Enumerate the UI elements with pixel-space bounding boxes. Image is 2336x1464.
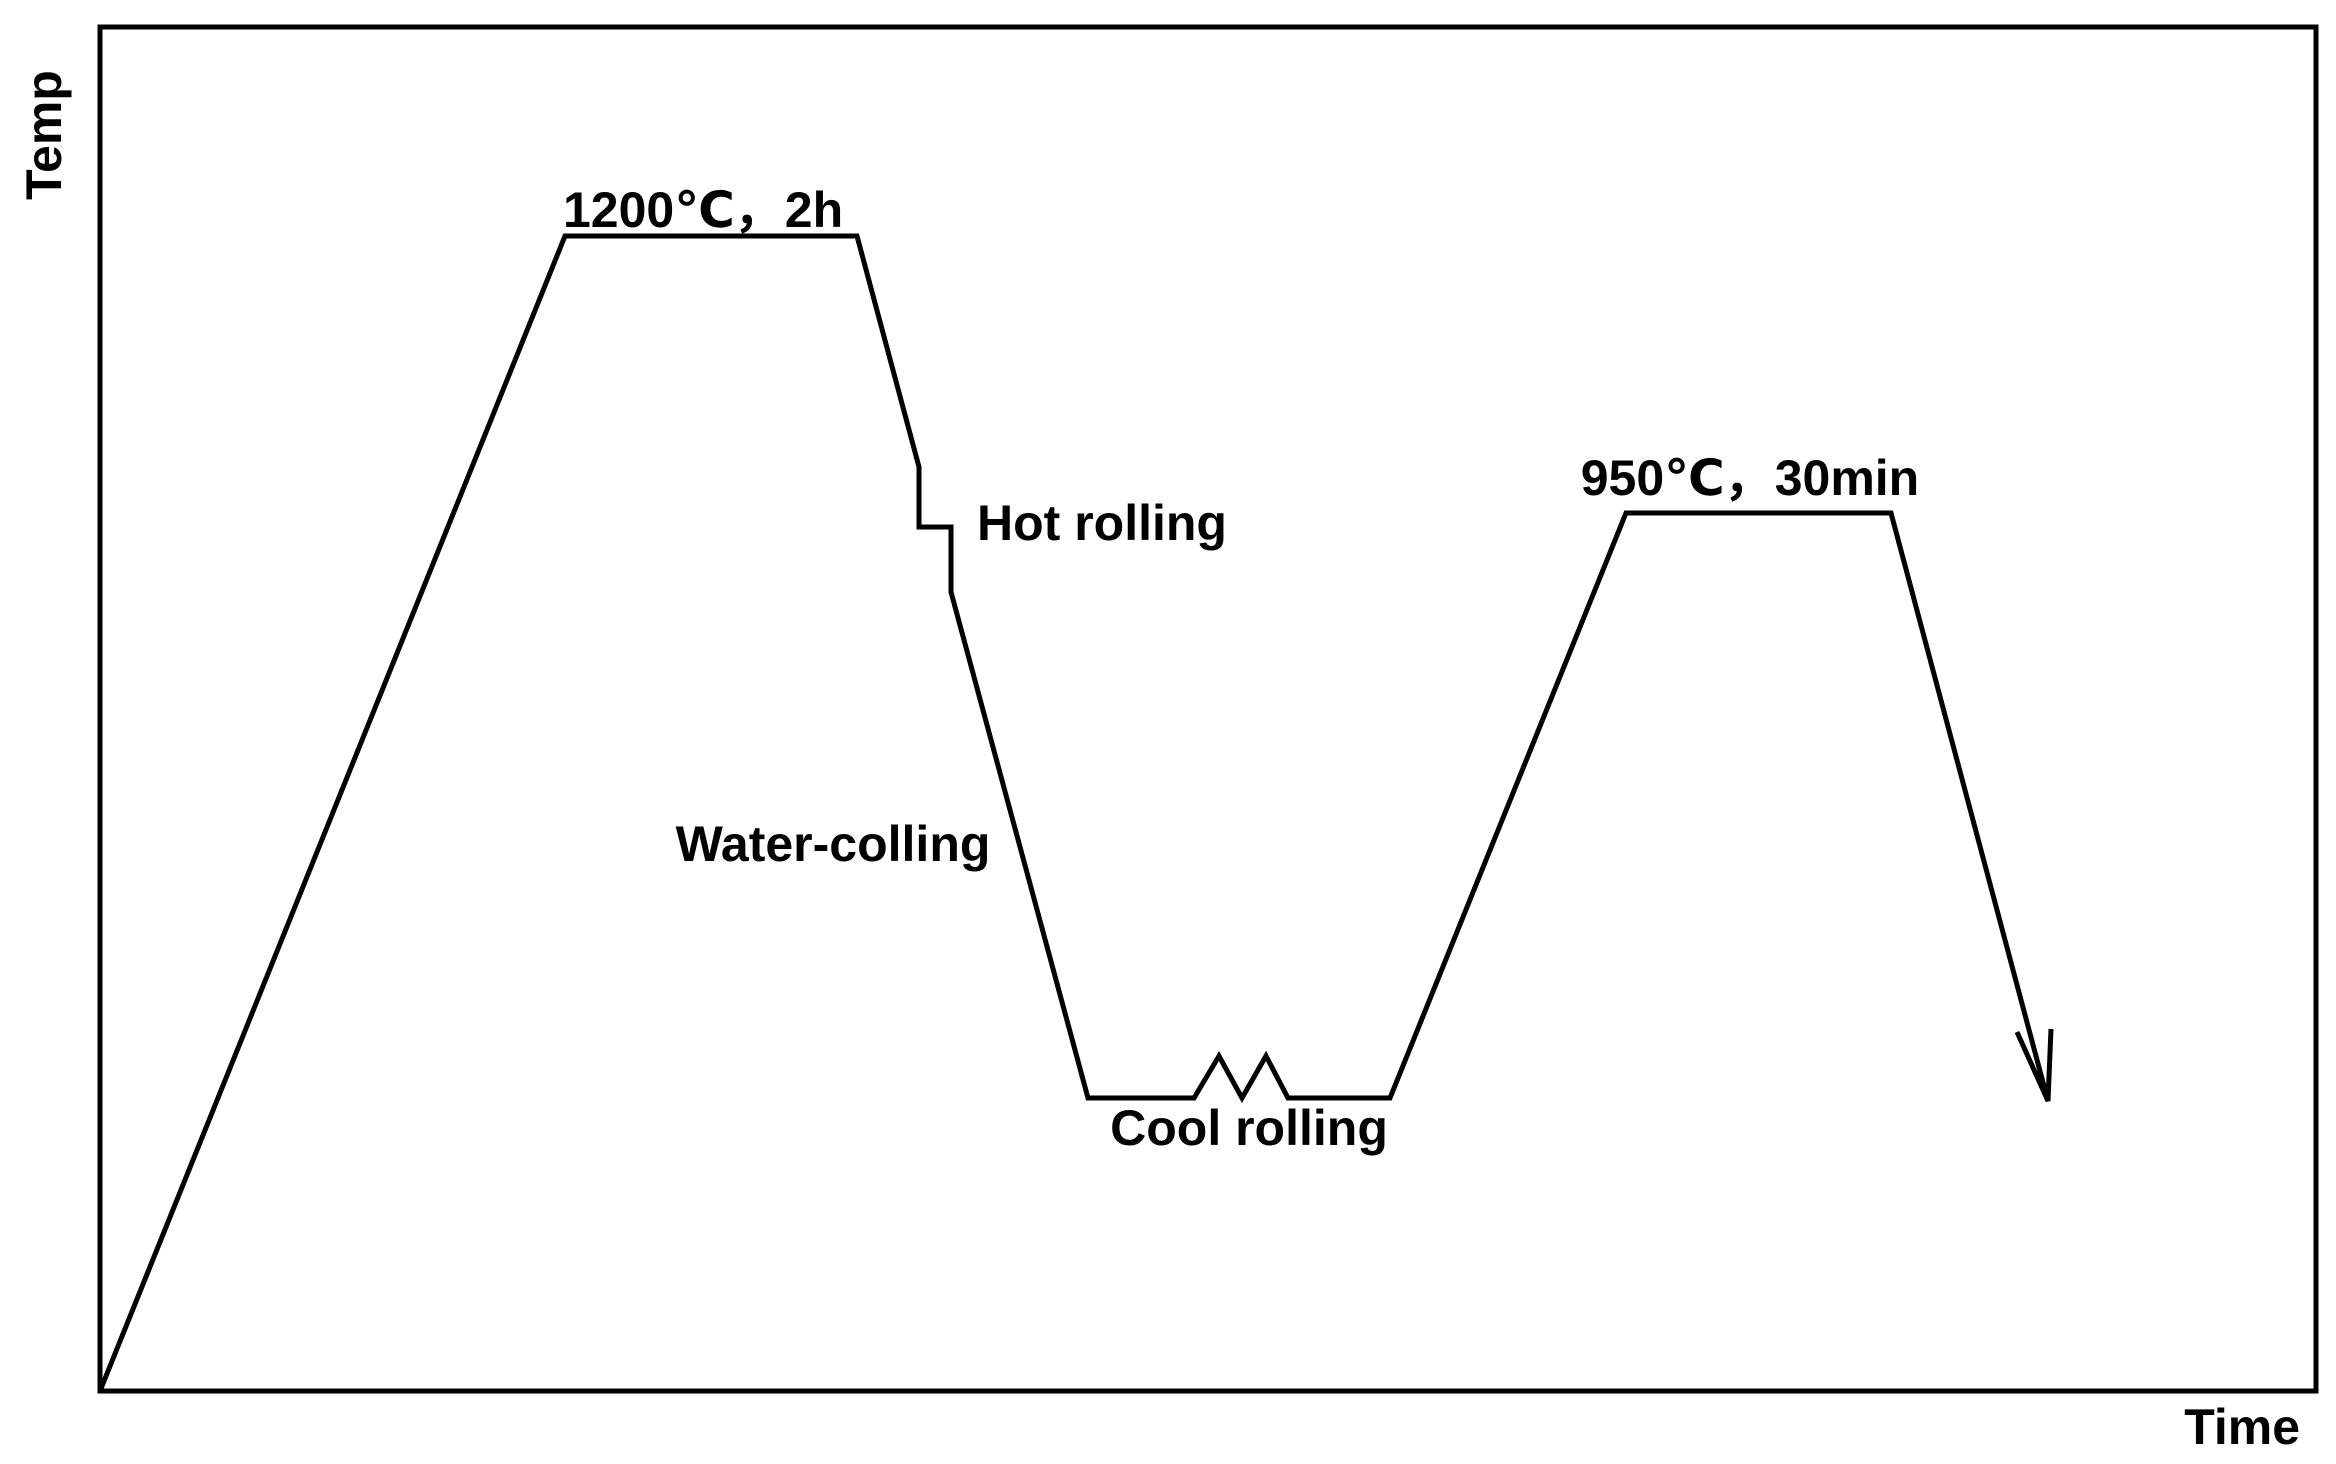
y-axis-label: Temp <box>16 70 72 200</box>
annotation: 1200℃，2h <box>563 182 843 238</box>
annotation: Hot rolling <box>977 495 1227 551</box>
arrow-head <box>2014 1028 2054 1103</box>
annotation: Water-colling <box>676 816 991 872</box>
process-curve <box>97 233 2051 1392</box>
frame <box>97 24 2319 1394</box>
annotation: Cool rolling <box>1110 1100 1388 1156</box>
x-axis-label: Time <box>2184 1399 2300 1455</box>
annotation: 950℃，30min <box>1581 450 1919 506</box>
